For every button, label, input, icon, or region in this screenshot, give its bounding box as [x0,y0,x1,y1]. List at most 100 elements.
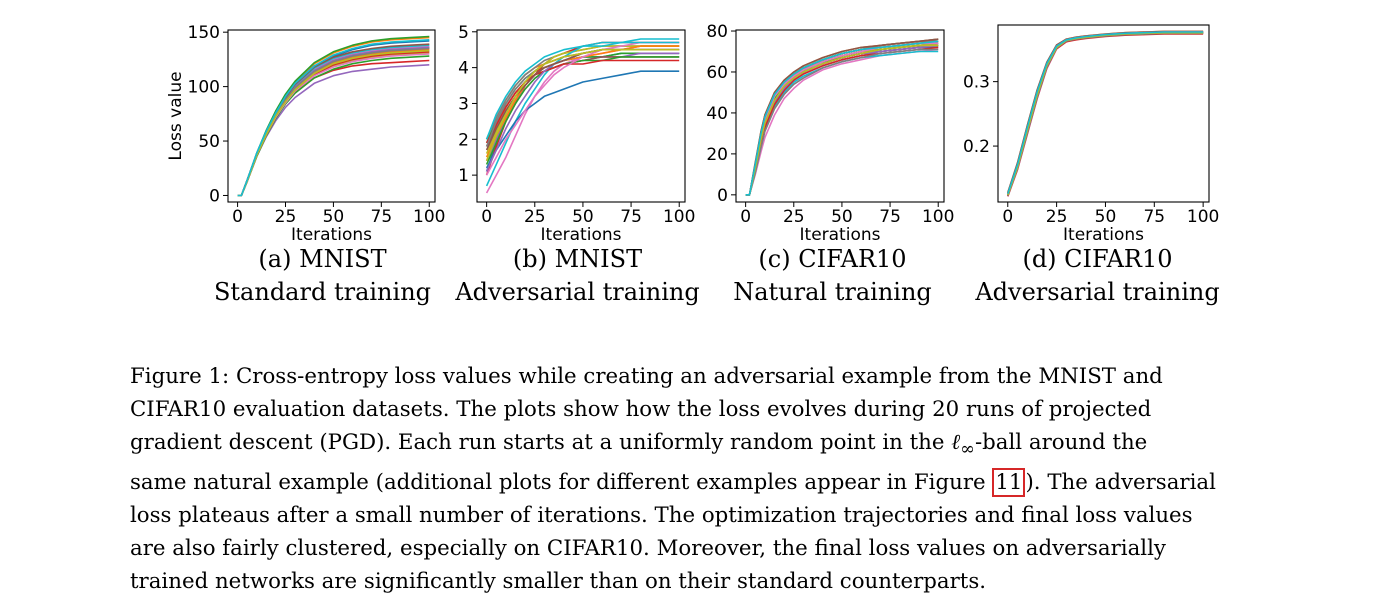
series-line-d-1 [1007,31,1204,196]
caption-line-4: same natural example (additional plots f… [130,466,1270,499]
y-tick-label-a-1: 50 [198,132,220,152]
series-line-a-20 [237,39,430,197]
x-tick-label-b-50: 50 [572,207,594,227]
series-line-c-10 [745,50,939,196]
x-tick-label-b-75: 75 [620,207,642,227]
series-line-c-14 [745,46,939,196]
series-line-d-14 [1007,33,1204,197]
series-line-d-19 [1007,31,1204,196]
caption-line-7: trained networks are significantly small… [130,569,987,595]
y-tick-label-a-3: 150 [188,23,220,43]
subcaption-c-line1: (c) CIFAR10 [758,245,907,273]
panel-b: 0 25 50 75 100 1 2 3 4 5 Iterations [420,14,705,245]
series-line-b-20 [485,41,680,140]
caption-line-6: are also fairly clustered, especially on… [130,536,1166,562]
subcaption-d: (d) CIFAR10 Adversarial training [970,243,1225,309]
series-line-c-19 [745,44,939,196]
series-line-b-3 [485,52,680,144]
x-axis-label-c: Iterations [800,225,881,245]
series-group-d [1007,30,1204,197]
y-axis-label-a: Loss value [166,71,186,160]
series-line-d-7 [1007,32,1204,197]
plot-frame-c [735,29,945,203]
y-tick-label-d-0: 0.2 [963,137,990,157]
series-line-d-16 [1007,30,1204,193]
panel-d: 0 25 50 75 100 0.2 0.3 Iterations [940,14,1235,245]
linf-subscript: ∞ [960,439,975,460]
x-axis-label-b: Iterations [541,225,622,245]
x-tick-label-d-0: 0 [1002,207,1013,227]
subcaption-c: (c) CIFAR10 Natural training [715,243,950,309]
series-line-c-7 [745,48,939,196]
x-tick-label-a-100: 100 [413,207,445,227]
series-line-b-19 [485,48,680,162]
series-line-c-18 [745,48,939,196]
y-tick-label-c-4: 80 [706,22,728,42]
plot-frame-d [997,24,1210,203]
series-line-d-12 [1007,30,1204,194]
y-tick-label-b-2: 3 [458,94,469,114]
caption-line-3-a: gradient descent (PGD). Each run starts … [130,430,952,455]
series-line-d-11 [1007,31,1204,196]
x-tick-label-d-100: 100 [1187,207,1219,227]
x-tick-label-d-25: 25 [1046,207,1068,227]
subcaption-d-line1: (d) CIFAR10 [1022,245,1173,273]
x-axis-label-a: Iterations [291,225,372,245]
y-tick-label-c-1: 20 [706,145,728,165]
series-group-c [745,38,939,196]
series-line-d-10 [1007,32,1204,196]
subcaption-a-line1: (a) MNIST [258,245,387,273]
x-tick-label-d-75: 75 [1143,207,1165,227]
y-tick-label-b-0: 1 [458,166,469,186]
series-group-b [485,38,680,194]
series-line-a-19 [237,49,430,197]
x-tick-label-c-0: 0 [740,207,751,227]
series-line-b-4 [485,41,680,176]
x-tick-label-b-25: 25 [524,207,546,227]
series-line-c-17 [745,42,939,196]
y-tick-label-b-3: 4 [458,59,469,79]
series-line-b-12 [485,45,680,158]
figure-caption: Figure 1: Cross-entropy loss values whil… [130,360,1270,598]
series-line-d-17 [1007,31,1204,195]
subcaption-a-line2: Standard training [213,278,432,306]
y-tick-label-c-0: 0 [717,186,728,206]
series-line-d-18 [1007,32,1204,196]
series-line-c-9 [745,42,939,196]
subcaption-b-line1: (b) MNIST [512,245,643,273]
series-line-c-11 [745,46,939,196]
figure-11-link[interactable]: 11 [992,468,1026,498]
series-line-c-15 [745,44,939,196]
series-line-a-13 [237,55,430,197]
x-tick-label-b-0: 0 [481,207,492,227]
x-tick-label-b-100: 100 [663,207,695,227]
x-axis-label-d: Iterations [1063,225,1144,245]
x-tick-label-c-25: 25 [783,207,805,227]
series-line-c-13 [745,44,939,196]
subcaption-b: (b) MNIST Adversarial training [450,243,705,309]
panel-a: 0 25 50 75 100 0 50 100 150 Iterations Loss value [160,14,445,245]
y-tick-label-d-1: 0.3 [963,73,990,93]
series-line-c-6 [745,42,939,196]
series-line-c-4 [745,44,939,196]
series-line-a-8 [237,49,430,197]
series-line-b-5 [485,52,680,162]
panel-c: 0 25 50 75 100 0 20 40 60 80 Iterations [670,14,955,245]
series-line-a-14 [237,51,430,197]
series-line-c-5 [745,44,939,196]
series-line-b-15 [485,48,680,172]
x-tick-label-d-50: 50 [1095,207,1117,227]
y-tick-label-c-2: 40 [706,104,728,124]
series-line-c-20 [745,40,939,196]
subcaption-b-line2: Adversarial training [455,278,700,306]
series-line-a-9 [237,52,430,197]
series-line-d-2 [1007,31,1204,195]
series-line-d-8 [1007,31,1204,195]
series-line-a-12 [237,48,430,197]
chart-d: 0 25 50 75 100 0.2 0.3 Iterations [963,24,1219,245]
caption-line-3: gradient descent (PGD). Each run starts … [130,426,1270,466]
caption-line-1: Figure 1: Cross-entropy loss values whil… [130,364,1163,389]
x-tick-label-a-0: 0 [232,207,243,227]
plot-frame-b [476,29,686,203]
series-line-b-6 [485,56,680,147]
